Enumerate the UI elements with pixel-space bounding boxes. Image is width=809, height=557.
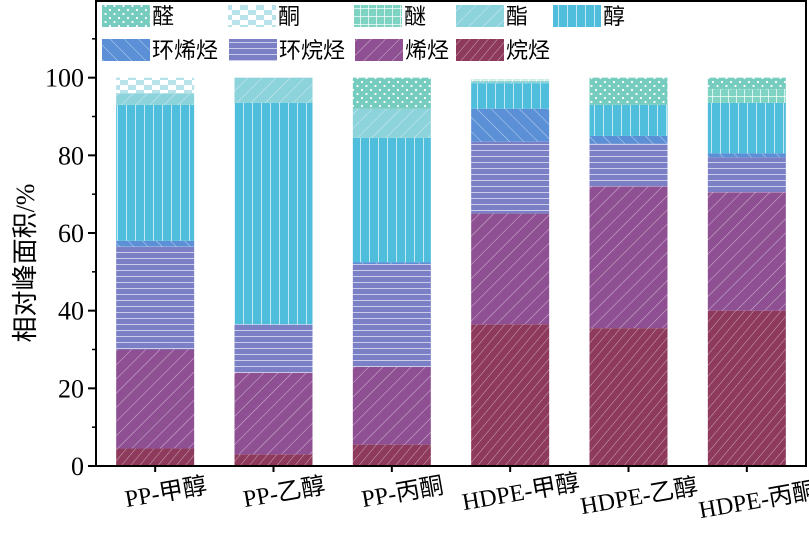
bar-segment-olefin-3 xyxy=(352,366,431,445)
bar-segment-cycloalkane-3 xyxy=(352,264,431,367)
y-tick-label: 40 xyxy=(58,297,84,326)
bar-segment-ester-3 xyxy=(352,108,431,138)
bar-segment-cycloalkane-5 xyxy=(589,143,668,187)
bar-segment-cycloolefin-5 xyxy=(589,135,668,144)
bar-segment-ketone-1 xyxy=(116,77,195,94)
bar-segment-alkane-6 xyxy=(707,310,786,466)
x-category-label: HDPE-乙醇 xyxy=(578,473,700,520)
legend-swatch-alcohol xyxy=(553,5,601,27)
legend-label-ketone: 酮 xyxy=(278,4,300,29)
legend-label-alcohol: 醇 xyxy=(603,4,625,29)
y-tick-label: 60 xyxy=(58,219,84,248)
bar-segment-ester-2 xyxy=(234,77,313,103)
legend-label-cycloalkane: 环烷烃 xyxy=(279,38,345,63)
bar-segment-aldehyde-6 xyxy=(707,77,786,90)
y-axis-label: 相对峰面积/% xyxy=(11,184,40,343)
bar-segment-aldehyde-3 xyxy=(352,77,431,109)
bar-segment-aldehyde-5 xyxy=(589,77,668,105)
legend-label-ether: 醚 xyxy=(404,4,426,29)
legend-swatch-cycloolefin xyxy=(102,39,150,61)
legend-label-aldehyde: 醛 xyxy=(152,4,174,29)
bar-segment-olefin-5 xyxy=(589,186,668,329)
bar-segment-alkane-4 xyxy=(471,324,550,466)
legend-swatch-ketone xyxy=(228,5,276,27)
bar-segment-alkane-1 xyxy=(116,448,195,466)
bar-segment-cycloolefin-3 xyxy=(352,262,431,265)
x-category-label: HDPE-甲醇 xyxy=(460,469,582,516)
bars-group xyxy=(116,77,786,466)
y-tick-label: 100 xyxy=(45,64,84,93)
bar-segment-alcohol-2 xyxy=(234,102,313,325)
bar-segment-cycloolefin-6 xyxy=(707,153,786,158)
bar-segment-ether-4 xyxy=(471,79,550,82)
y-tick-label: 80 xyxy=(58,141,84,170)
bar-segment-olefin-2 xyxy=(234,372,313,455)
bar-segment-olefin-6 xyxy=(707,192,786,311)
bar-segment-alcohol-3 xyxy=(352,137,431,263)
legend-swatch-cycloalkane xyxy=(229,39,277,61)
bar-segment-ester-1 xyxy=(116,93,195,105)
x-category-label: HDPE-丙酮 xyxy=(697,478,809,524)
bar-segment-alkane-5 xyxy=(589,328,668,466)
bar-segment-alcohol-1 xyxy=(116,104,195,241)
legend-label-alkane: 烷烃 xyxy=(506,38,550,63)
bar-segment-alkane-3 xyxy=(352,444,431,466)
bar-segment-olefin-1 xyxy=(116,349,195,449)
bar-segment-cycloolefin-4 xyxy=(471,108,550,142)
bar-segment-cycloolefin-1 xyxy=(116,240,195,247)
bar-segment-ester-4 xyxy=(471,81,550,84)
legend-label-cycloolefin: 环烯烃 xyxy=(152,38,218,63)
bar-segment-alcohol-6 xyxy=(707,102,786,154)
x-category-label: PP-乙醇 xyxy=(241,472,327,513)
x-category-label: PP-丙酮 xyxy=(360,473,446,513)
legend-swatch-ester xyxy=(456,5,504,27)
bar-segment-ether-6 xyxy=(707,89,786,103)
bar-segment-cycloalkane-6 xyxy=(707,157,786,193)
legend-swatch-ether xyxy=(354,5,402,27)
bar-segment-alcohol-4 xyxy=(471,83,550,109)
y-axis: 0 20 40 60 80 100 xyxy=(45,38,96,481)
legend-label-olefin: 烯烃 xyxy=(405,38,449,63)
legend-swatch-aldehyde xyxy=(102,5,150,27)
legend-swatch-olefin xyxy=(355,39,403,61)
legend-swatch-alkane xyxy=(456,39,504,61)
plot-frame xyxy=(95,0,807,467)
bar-segment-cycloalkane-4 xyxy=(471,141,550,214)
x-category-label: PP-甲醇 xyxy=(123,472,209,513)
bar-segment-alcohol-5 xyxy=(589,104,668,136)
bar-segment-olefin-4 xyxy=(471,213,550,325)
bar-segment-cycloalkane-2 xyxy=(234,324,313,373)
legend-label-ester: 酯 xyxy=(506,4,528,29)
y-tick-label: 0 xyxy=(71,452,84,481)
bar-segment-alkane-2 xyxy=(234,454,313,466)
y-tick-label: 20 xyxy=(58,374,84,403)
bar-segment-cycloalkane-1 xyxy=(116,246,195,350)
